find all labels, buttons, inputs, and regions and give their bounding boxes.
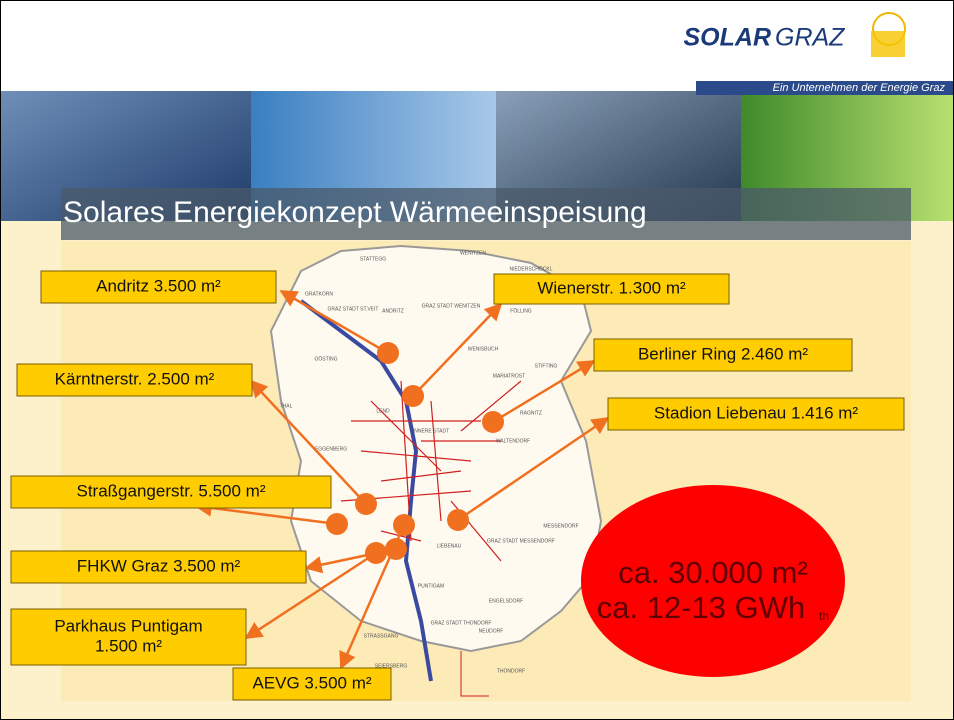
site-dot — [447, 509, 469, 531]
district-name: LEND — [376, 408, 390, 414]
site-dot — [385, 538, 407, 560]
district-name: GRAZ STADT THONDORF — [431, 620, 492, 626]
district-name: WALTENDORF — [496, 438, 530, 444]
label-text: FHKW Graz 3.500 m² — [77, 556, 241, 575]
district-name: FÖLLING — [510, 307, 532, 314]
district-name: GRAZ STADT MESSENDORF — [487, 538, 555, 544]
label-text: Straßgangerstr. 5.500 m² — [77, 481, 266, 500]
label-text: Stadion Liebenau 1.416 m² — [654, 403, 858, 422]
label-text: AEVG 3.500 m² — [252, 673, 371, 692]
district-name: MARIATROST — [493, 373, 525, 379]
district-name: NEUDORF — [479, 628, 504, 634]
district-name: THAL — [280, 403, 293, 409]
district-name: THONDORF — [497, 668, 525, 674]
label-text: 1.500 m² — [95, 636, 162, 655]
district-name: MESSENDORF — [543, 523, 578, 529]
label-text: Kärntnerstr. 2.500 m² — [55, 369, 215, 388]
district-name: LIEBENAU — [437, 543, 462, 549]
district-name: INNERE STADT — [413, 428, 449, 434]
district-name: ANDRITZ — [382, 308, 404, 314]
site-dot — [482, 411, 504, 433]
district-name: STIFTING — [535, 363, 558, 369]
tagline: Ein Unternehmen der Energie Graz — [773, 82, 946, 94]
district-name: STATTEGG — [360, 256, 386, 262]
site-dot — [326, 513, 348, 535]
label-text: Wienerstr. 1.300 m² — [537, 278, 686, 297]
site-dot — [355, 493, 377, 515]
label-text: Berliner Ring 2.460 m² — [638, 344, 808, 363]
district-name: WENISBUCH — [468, 346, 499, 352]
district-name: ENGELSDORF — [489, 598, 523, 604]
label-text: Parkhaus Puntigam — [54, 616, 202, 635]
district-name: GRATKORN — [305, 291, 333, 297]
district-name: GRAZ STADT WENITZEN — [422, 303, 481, 309]
site-dot — [365, 542, 387, 564]
district-name: NIEDERSCHÖCKL — [509, 265, 552, 272]
slide-canvas: SOLAR GRAZ Ein Unternehmen der Energie G… — [1, 1, 953, 719]
logo-text: GRAZ — [775, 24, 845, 52]
logo-text: SOLAR — [684, 24, 772, 52]
summary-area: ca. 30.000 m² — [618, 555, 808, 590]
site-dot — [402, 385, 424, 407]
site-dot — [393, 514, 415, 536]
district-name: WENITZEN — [460, 250, 486, 256]
slide-title: Solares Energiekonzept Wärmeeinspeisung — [63, 196, 647, 229]
summary-energy: ca. 12-13 GWh — [597, 590, 805, 625]
district-name: GÖSTING — [314, 355, 337, 362]
site-dot — [377, 342, 399, 364]
label-text: Andritz 3.500 m² — [96, 276, 221, 295]
district-name: GRAZ STADT ST.VEIT — [328, 306, 379, 312]
district-name: STRASSGANG — [364, 633, 399, 639]
district-name: RAGNITZ — [520, 410, 542, 416]
district-name: EGGENBERG — [315, 446, 347, 452]
district-name: PUNTIGAM — [418, 583, 444, 589]
summary-unit: th — [819, 609, 829, 623]
slide: SOLAR GRAZ Ein Unternehmen der Energie G… — [0, 0, 954, 720]
